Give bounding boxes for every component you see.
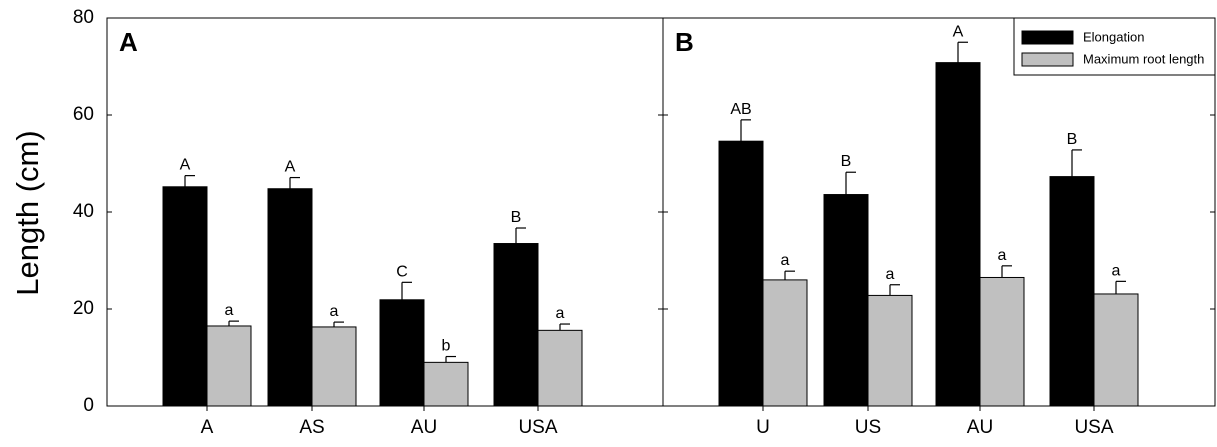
y-tick-label: 0 — [83, 395, 94, 416]
bar-elongation — [1049, 176, 1095, 407]
x-tick-label: U — [756, 417, 770, 438]
panel-label: A — [119, 27, 138, 57]
panel-label: B — [675, 27, 694, 57]
significance-letter: B — [841, 153, 852, 170]
x-tick-label: A — [201, 417, 214, 438]
bar-elongation — [718, 140, 764, 407]
legend: Elongation Maximum root length — [1013, 17, 1216, 76]
panels: A A Aa AS Aa AU Cb USA Ba B U AB a US Ba AU Aa USA Ba — [119, 23, 1139, 438]
legend-swatch — [1021, 52, 1074, 67]
significance-letter: A — [953, 23, 964, 40]
panel-a: A A Aa AS Aa AU Cb USA Ba — [119, 27, 583, 438]
bar-max-root-length — [979, 276, 1025, 407]
significance-letter: A — [285, 159, 296, 176]
legend-label: Maximum root length — [1083, 51, 1204, 66]
x-tick-label: USA — [518, 417, 557, 438]
bar-max-root-length — [423, 361, 469, 407]
panel-b: B U AB a US Ba AU Aa USA Ba — [675, 23, 1139, 438]
x-tick-label: AS — [299, 417, 324, 438]
significance-letter: b — [442, 338, 451, 355]
significance-letter: B — [1067, 131, 1078, 148]
bar-max-root-length — [1093, 293, 1139, 407]
bar-elongation — [379, 299, 425, 407]
legend-label: Elongation — [1083, 29, 1144, 44]
y-axis: 0 20 40 60 80 — [73, 7, 1215, 416]
y-tick-label: 60 — [73, 104, 94, 125]
bar-elongation — [935, 62, 981, 407]
bar-max-root-length — [311, 326, 357, 407]
x-tick-label: USA — [1074, 417, 1113, 438]
bar-max-root-length — [762, 279, 808, 407]
significance-letter: a — [886, 266, 895, 283]
significance-letter: a — [1112, 262, 1121, 279]
significance-letter: B — [511, 209, 522, 226]
y-tick-label: 40 — [73, 201, 94, 222]
bar-max-root-length — [867, 294, 913, 407]
y-axis-label: Length (cm) — [10, 130, 45, 295]
significance-letter: a — [330, 303, 339, 320]
significance-letter: a — [998, 247, 1007, 264]
y-tick-label: 20 — [73, 298, 94, 319]
bar-max-root-length — [206, 325, 252, 407]
significance-letter: A — [180, 157, 191, 174]
x-tick-label: AU — [967, 417, 993, 438]
x-tick-label: US — [855, 417, 881, 438]
significance-letter: C — [396, 263, 408, 280]
bar-elongation — [267, 188, 313, 407]
significance-letter: a — [781, 252, 790, 269]
bar-elongation — [493, 243, 539, 407]
significance-letter: AB — [730, 101, 751, 118]
legend-swatch — [1021, 30, 1074, 45]
x-tick-label: AU — [411, 417, 437, 438]
bar-max-root-length — [537, 329, 583, 407]
y-tick-label: 80 — [73, 7, 94, 28]
bar-elongation — [823, 194, 869, 407]
bar-elongation — [162, 186, 208, 407]
significance-letter: a — [225, 302, 234, 319]
significance-letter: a — [556, 305, 565, 322]
